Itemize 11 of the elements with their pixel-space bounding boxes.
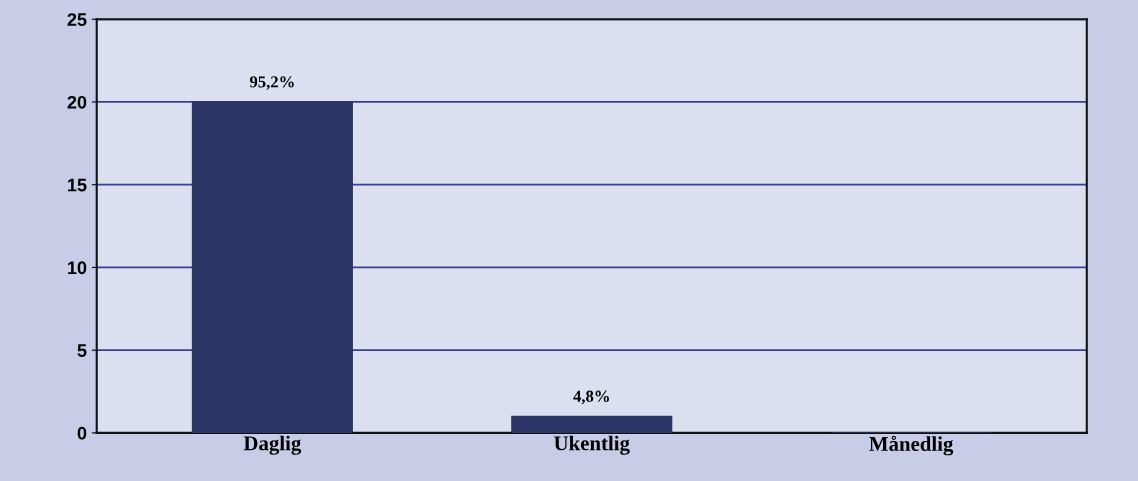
y-tick-label: 20 xyxy=(67,95,87,109)
x-tick-label: Månedlig xyxy=(869,435,954,456)
x-tick-label: Daglig xyxy=(243,435,302,455)
y-tick-label: 25 xyxy=(67,13,87,26)
y-tick-label: 10 xyxy=(68,261,87,275)
x-tick-label: Ukentlig xyxy=(554,435,630,455)
y-tick-label: 0 xyxy=(77,426,87,440)
y-tick-label: 15 xyxy=(68,178,87,192)
annotation: 95,2% xyxy=(249,76,294,90)
annotation: 4,8% xyxy=(573,390,609,405)
y-tick-label: 5 xyxy=(77,344,87,357)
